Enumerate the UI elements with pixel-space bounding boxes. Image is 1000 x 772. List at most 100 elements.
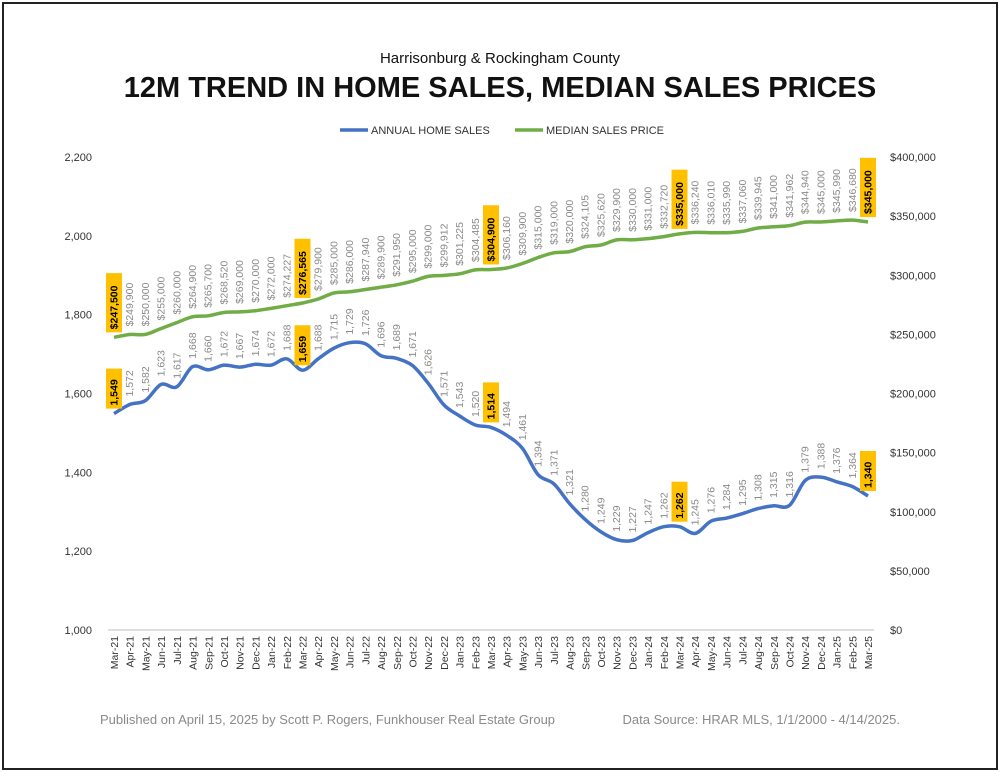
x-tick-label: Jun-21 bbox=[156, 636, 168, 668]
y-right-tick-label: $50,000 bbox=[890, 566, 930, 578]
median-price-data-label: $325,620 bbox=[595, 193, 607, 237]
x-tick-label: Jun-23 bbox=[533, 636, 545, 668]
chart-subtitle: Harrisonburg & Rockingham County bbox=[379, 50, 621, 67]
y-left-tick-label: 1,400 bbox=[64, 467, 92, 479]
home-sales-data-label: 1,364 bbox=[847, 452, 859, 478]
median-price-data-label: $336,010 bbox=[705, 181, 717, 225]
home-sales-data-label: 1,514 bbox=[486, 393, 498, 419]
median-price-line bbox=[113, 218, 869, 340]
x-tick-label: Jul-24 bbox=[737, 636, 749, 665]
home-sales-data-label: 1,549 bbox=[109, 379, 121, 405]
median-price-highlight-box bbox=[106, 273, 122, 333]
x-tick-label: Jan-25 bbox=[832, 636, 844, 668]
x-tick-label: Apr-23 bbox=[502, 636, 514, 668]
median-price-data-label: $299,000 bbox=[423, 224, 435, 268]
median-price-data-label: $320,000 bbox=[564, 200, 576, 244]
x-tick-label: Jul-22 bbox=[360, 636, 372, 665]
x-tick-label: Jan-22 bbox=[266, 636, 278, 668]
median-price-data-label: $331,000 bbox=[643, 187, 655, 231]
home-sales-highlight-box bbox=[294, 325, 311, 366]
y-left-tick-label: 1,800 bbox=[64, 310, 92, 322]
home-sales-data-label: 1,520 bbox=[470, 391, 482, 417]
y-left-tick-label: 1,000 bbox=[64, 625, 92, 637]
x-tick-label: Mar-22 bbox=[298, 636, 310, 669]
x-tick-label: Apr-24 bbox=[690, 636, 702, 668]
home-sales-data-label: 1,262 bbox=[674, 492, 686, 518]
home-sales-data-label: 1,582 bbox=[140, 366, 152, 392]
median-price-data-label: $345,000 bbox=[863, 170, 875, 214]
home-sales-highlight-box bbox=[671, 481, 688, 522]
home-sales-data-label: 1,672 bbox=[266, 331, 278, 357]
home-sales-data-label: 1,668 bbox=[187, 332, 199, 358]
median-price-data-label: $337,060 bbox=[737, 179, 749, 223]
median-price-data-label: $335,990 bbox=[721, 181, 733, 225]
home-sales-data-label: 1,245 bbox=[690, 499, 702, 525]
x-tick-label: Nov-21 bbox=[235, 636, 247, 670]
home-sales-data-label: 1,295 bbox=[737, 479, 749, 505]
home-sales-data-label: 1,543 bbox=[454, 382, 466, 408]
median-price-data-label: $274,227 bbox=[281, 254, 293, 298]
median-price-data-label: $279,900 bbox=[313, 247, 325, 291]
home-sales-data-label: 1,715 bbox=[328, 314, 340, 340]
median-price-data-label: $341,962 bbox=[784, 174, 796, 218]
home-sales-data-label: 1,696 bbox=[376, 321, 388, 347]
x-tick-label: Sep-21 bbox=[203, 636, 215, 670]
x-tick-label: Dec-23 bbox=[627, 636, 639, 670]
data-source-note: Data Source: HRAR MLS, 1/1/2000 - 4/14/2… bbox=[622, 712, 901, 727]
home-sales-data-label: 1,672 bbox=[218, 331, 230, 357]
x-tick-label: Jan-23 bbox=[455, 636, 467, 668]
y-left-tick-label: 1,200 bbox=[64, 546, 92, 558]
home-sales-data-label: 1,388 bbox=[815, 443, 827, 469]
home-sales-data-label: 1,674 bbox=[250, 330, 262, 356]
home-sales-data-label: 1,262 bbox=[658, 492, 670, 518]
x-tick-label: Oct-24 bbox=[784, 636, 796, 668]
x-tick-label: Feb-22 bbox=[282, 636, 294, 669]
median-price-data-label: $306,160 bbox=[501, 216, 513, 260]
home-sales-data-label: 1,227 bbox=[627, 506, 639, 532]
home-sales-data-label: 1,494 bbox=[501, 401, 513, 427]
x-tick-label: Aug-22 bbox=[376, 636, 388, 670]
home-sales-data-label: 1,321 bbox=[564, 469, 576, 495]
y-left-tick-label: 2,200 bbox=[64, 152, 92, 164]
x-tick-label: Sep-24 bbox=[769, 636, 781, 670]
median-price-data-label: $247,500 bbox=[109, 285, 121, 329]
x-tick-label: May-21 bbox=[140, 636, 152, 671]
median-price-data-label: $264,900 bbox=[187, 265, 199, 309]
x-tick-label: Mar-25 bbox=[863, 636, 875, 669]
x-tick-label: Nov-24 bbox=[800, 636, 812, 670]
y-left-tick-label: 2,000 bbox=[64, 231, 92, 243]
home-sales-data-label: 1,394 bbox=[533, 440, 545, 466]
home-sales-data-label: 1,726 bbox=[360, 309, 372, 335]
median-price-data-label: $250,000 bbox=[140, 282, 152, 326]
home-sales-data-label: 1,247 bbox=[643, 498, 655, 524]
x-tick-label: Mar-24 bbox=[675, 636, 687, 669]
median-price-data-label: $345,990 bbox=[831, 169, 843, 213]
x-tick-label: Aug-24 bbox=[753, 636, 765, 670]
home-sales-highlight-box bbox=[860, 450, 876, 491]
home-sales-highlight-box bbox=[106, 368, 122, 409]
x-tick-label: Aug-21 bbox=[188, 636, 200, 670]
x-tick-label: Dec-24 bbox=[816, 636, 828, 670]
y-right-tick-label: $100,000 bbox=[890, 507, 936, 519]
y-right-tick-label: $250,000 bbox=[890, 329, 936, 341]
median-price-data-label: $255,000 bbox=[156, 277, 168, 321]
median-price-highlight-box bbox=[671, 169, 688, 229]
x-tick-label: Sep-22 bbox=[392, 636, 404, 670]
legend-label-home-sales: ANNUAL HOME SALES bbox=[371, 125, 490, 137]
median-price-data-label: $269,000 bbox=[234, 260, 246, 304]
median-price-data-label: $330,000 bbox=[627, 188, 639, 232]
home-sales-data-label: 1,284 bbox=[721, 484, 733, 510]
median-price-data-label: $289,900 bbox=[376, 235, 388, 279]
home-sales-data-label: 1,371 bbox=[548, 449, 560, 475]
x-tick-label: Sep-23 bbox=[580, 636, 592, 670]
median-price-data-label: $329,900 bbox=[611, 188, 623, 232]
home-sales-data-label: 1,249 bbox=[595, 497, 607, 523]
median-price-data-label: $344,940 bbox=[800, 170, 812, 214]
y-right-tick-label: $200,000 bbox=[890, 389, 936, 401]
median-price-data-label: $324,105 bbox=[580, 195, 592, 239]
home-sales-data-label: 1,660 bbox=[203, 335, 215, 361]
median-price-data-label: $335,000 bbox=[674, 182, 686, 226]
x-tick-label: Nov-23 bbox=[612, 636, 624, 670]
median-price-data-label: $332,720 bbox=[658, 185, 670, 229]
home-sales-data-label: 1,308 bbox=[753, 474, 765, 500]
